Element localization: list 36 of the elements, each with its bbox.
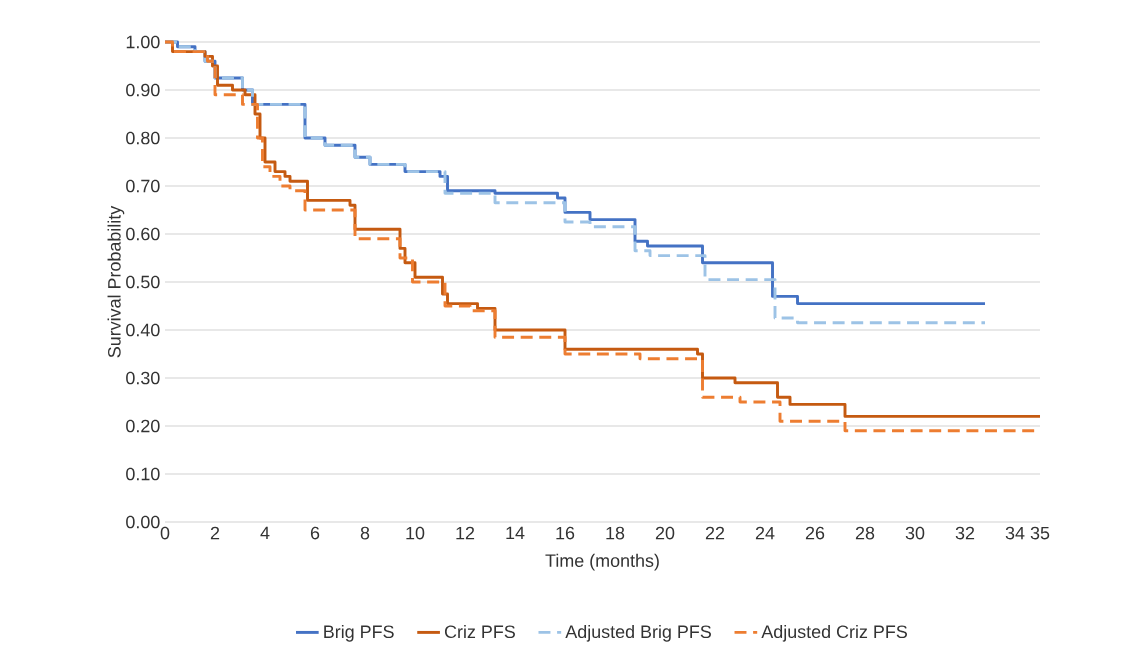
x-tick-label: 24: [755, 526, 775, 540]
x-tick-label: 28: [855, 526, 875, 540]
legend-label: Adjusted Criz PFS: [761, 624, 907, 642]
x-tick-label: 30: [905, 526, 925, 540]
y-tick-label: 0.20: [126, 419, 160, 433]
x-tick-label: 14: [506, 526, 525, 540]
x-tick-label: 2: [210, 526, 220, 540]
x-tick-label: 0: [160, 526, 170, 540]
x-axis-title: Time (months): [545, 553, 659, 571]
y-tick-label: 0.40: [126, 323, 160, 337]
x-tick-label: 26: [805, 526, 825, 540]
y-tick-label: 0.70: [126, 179, 160, 193]
legend-label: Criz PFS: [444, 624, 515, 639]
x-tick-label: 18: [606, 526, 625, 540]
x-tick-label: 12: [456, 526, 475, 540]
x-tick-label: 32: [955, 526, 975, 540]
y-tick-label: 0.60: [126, 227, 160, 241]
y-tick-label: 0.30: [126, 371, 160, 385]
x-tick-label: 20: [655, 526, 675, 540]
x-tick-label: 22: [705, 526, 725, 540]
y-tick-label: 1.00: [126, 35, 160, 49]
x-tick-label: 8: [360, 526, 370, 540]
y-tick-label: 0.10: [126, 467, 160, 481]
x-tick-label: 4: [260, 526, 270, 540]
legend-label: Adjusted Brig PFS: [565, 624, 711, 642]
y-tick-label: 0.90: [126, 83, 160, 97]
x-tick-label: 34: [1005, 526, 1025, 540]
y-axis-title: Survival Probability: [107, 205, 125, 358]
x-tick-label: 6: [310, 526, 320, 540]
x-tick-label: 16: [556, 526, 575, 540]
y-tick-label: 0.50: [126, 275, 160, 289]
y-tick-label: 0.80: [126, 131, 160, 145]
legend-label: Brig PFS: [324, 624, 394, 642]
y-tick-label: 0.00: [126, 515, 160, 529]
x-tick-label: 10: [406, 526, 425, 540]
x-tick-label: 35: [1030, 526, 1050, 540]
